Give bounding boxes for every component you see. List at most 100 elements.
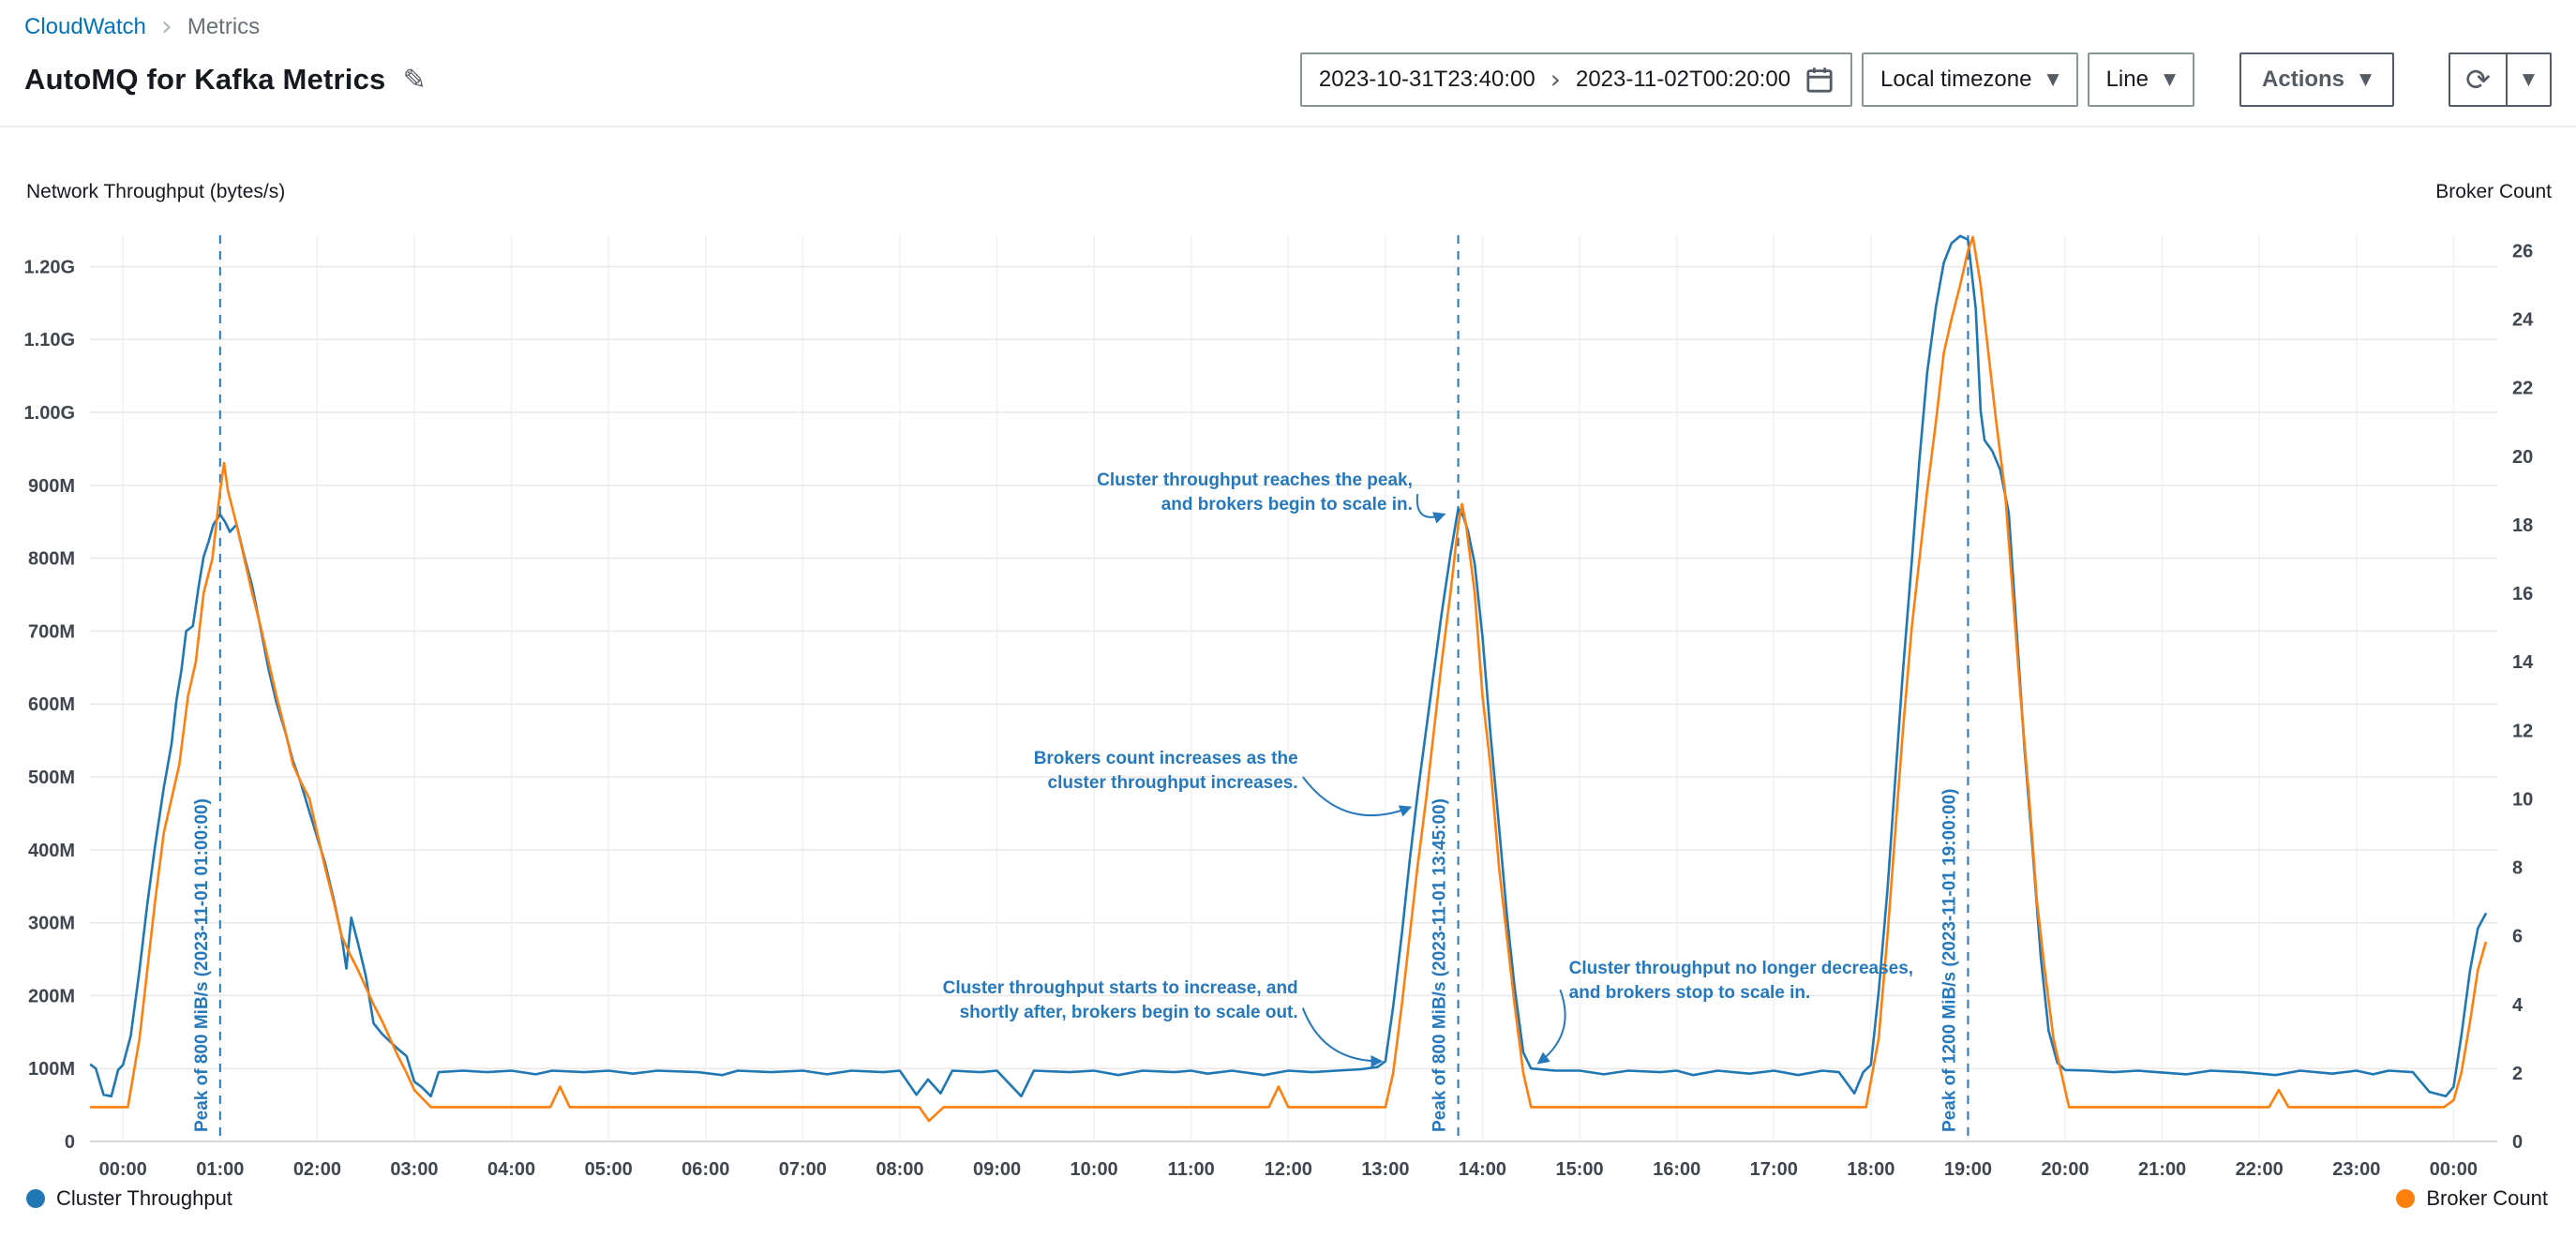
svg-text:800M: 800M (28, 549, 75, 570)
svg-text:19:00: 19:00 (1944, 1159, 1992, 1180)
svg-text:12: 12 (2512, 721, 2533, 741)
svg-text:18: 18 (2512, 515, 2533, 536)
svg-text:10: 10 (2512, 789, 2533, 810)
svg-text:14:00: 14:00 (1459, 1159, 1506, 1180)
svg-text:100M: 100M (28, 1059, 75, 1080)
svg-text:04:00: 04:00 (487, 1159, 535, 1180)
svg-text:09:00: 09:00 (973, 1159, 1021, 1180)
legend-item-cluster-throughput[interactable]: Cluster Throughput (26, 1186, 232, 1211)
svg-text:8: 8 (2512, 858, 2523, 879)
svg-text:15:00: 15:00 (1555, 1159, 1603, 1180)
legend-label-broker-count: Broker Count (2426, 1186, 2548, 1210)
svg-text:12:00: 12:00 (1265, 1159, 1312, 1180)
svg-text:00:00: 00:00 (99, 1159, 147, 1180)
svg-text:16: 16 (2512, 584, 2533, 604)
svg-text:05:00: 05:00 (585, 1159, 633, 1180)
svg-text:1.20G: 1.20G (24, 257, 75, 277)
svg-text:07:00: 07:00 (779, 1159, 827, 1180)
svg-text:10:00: 10:00 (1071, 1159, 1118, 1180)
svg-text:22: 22 (2512, 379, 2533, 399)
svg-text:Brokers count increases as the: Brokers count increases as the (1034, 749, 1298, 768)
breadcrumb-current: Metrics (187, 14, 261, 39)
top-bar: CloudWatch › Metrics AutoMQ for Kafka Me… (0, 0, 2576, 127)
chart-legend: Cluster Throughput Broker Count (26, 1186, 2548, 1211)
legend-dot-broker (2396, 1189, 2416, 1208)
svg-text:17:00: 17:00 (1750, 1159, 1798, 1180)
svg-text:700M: 700M (28, 621, 75, 642)
svg-text:2: 2 (2512, 1064, 2523, 1084)
svg-text:21:00: 21:00 (2138, 1159, 2186, 1180)
svg-text:900M: 900M (28, 476, 75, 497)
svg-text:Peak of 1200 MiB/s (2023-11-01: Peak of 1200 MiB/s (2023-11-01 19:00:00) (1939, 789, 1959, 1133)
chevron-down-icon: ▼ (2522, 70, 2535, 89)
svg-text:02:00: 02:00 (293, 1159, 341, 1180)
chart-type-select[interactable]: Line ▼ (2087, 52, 2195, 107)
svg-text:06:00: 06:00 (681, 1159, 729, 1180)
svg-text:Peak of 800 MiB/s (2023-11-01: Peak of 800 MiB/s (2023-11-01 13:45:00) (1430, 798, 1450, 1132)
edit-title-icon[interactable]: ✎ (402, 63, 427, 97)
svg-text:26: 26 (2512, 241, 2533, 261)
actions-button[interactable]: Actions ▼ (2239, 52, 2395, 107)
left-axis-title: Network Throughput (bytes/s) (26, 181, 286, 202)
svg-text:200M: 200M (28, 986, 75, 1006)
legend-dot-throughput (26, 1189, 45, 1208)
timezone-select-value: Local timezone (1880, 67, 2032, 92)
chevron-down-icon: ▼ (2359, 70, 2373, 89)
svg-text:and brokers begin to scale in.: and brokers begin to scale in. (1161, 495, 1413, 514)
svg-text:cluster throughput increases.: cluster throughput increases. (1048, 773, 1298, 793)
actions-button-label: Actions (2262, 67, 2345, 92)
date-range-separator-icon: › (1550, 64, 1561, 95)
refresh-icon: ⟳ (2465, 62, 2491, 97)
svg-text:16:00: 16:00 (1653, 1159, 1700, 1180)
svg-text:Peak of 800 MiB/s (2023-11-01: Peak of 800 MiB/s (2023-11-01 01:00:00) (192, 798, 212, 1132)
svg-text:23:00: 23:00 (2332, 1159, 2380, 1180)
svg-text:0: 0 (65, 1132, 75, 1153)
date-range-picker[interactable]: 2023-10-31T23:40:00 › 2023-11-02T00:20:0… (1299, 52, 1853, 107)
svg-text:13:00: 13:00 (1361, 1159, 1409, 1180)
svg-text:Cluster throughput starts to i: Cluster throughput starts to increase, a… (943, 978, 1298, 998)
svg-text:shortly after, brokers begin t: shortly after, brokers begin to scale ou… (960, 1003, 1298, 1022)
svg-text:14: 14 (2512, 652, 2534, 673)
svg-text:4: 4 (2512, 995, 2524, 1016)
right-axis-title: Broker Count (2435, 181, 2552, 202)
svg-text:300M: 300M (28, 914, 75, 934)
svg-text:500M: 500M (28, 768, 75, 788)
svg-text:08:00: 08:00 (876, 1159, 923, 1180)
breadcrumb: CloudWatch › Metrics (24, 13, 2552, 41)
refresh-options-button[interactable]: ▼ (2505, 54, 2550, 105)
legend-item-broker-count[interactable]: Broker Count (2396, 1186, 2548, 1211)
svg-text:6: 6 (2512, 927, 2523, 947)
timezone-select[interactable]: Local timezone ▼ (1862, 52, 2078, 107)
svg-text:00:00: 00:00 (2430, 1159, 2478, 1180)
svg-text:Cluster throughput no longer d: Cluster throughput no longer decreases, (1569, 959, 1913, 978)
chart-controls: 2023-10-31T23:40:00 › 2023-11-02T00:20:0… (1299, 52, 2552, 107)
date-to-value: 2023-11-02T00:20:00 (1575, 67, 1791, 92)
svg-text:03:00: 03:00 (390, 1159, 438, 1180)
title-row: AutoMQ for Kafka Metrics ✎ 2023-10-31T23… (24, 52, 2552, 126)
chevron-down-icon: ▼ (2046, 70, 2059, 89)
svg-text:20: 20 (2512, 447, 2533, 468)
legend-label-cluster-throughput: Cluster Throughput (56, 1186, 232, 1210)
title-group: AutoMQ for Kafka Metrics ✎ (24, 63, 427, 97)
refresh-button[interactable]: ⟳ (2450, 54, 2506, 105)
svg-text:1.10G: 1.10G (24, 330, 75, 350)
page-title: AutoMQ for Kafka Metrics (24, 63, 386, 96)
svg-text:400M: 400M (28, 841, 75, 861)
svg-text:1.00G: 1.00G (24, 403, 75, 424)
svg-text:20:00: 20:00 (2041, 1159, 2089, 1180)
svg-text:11:00: 11:00 (1168, 1159, 1215, 1180)
calendar-icon[interactable] (1805, 66, 1834, 94)
refresh-split-button: ⟳ ▼ (2449, 52, 2552, 107)
breadcrumb-cloudwatch-link[interactable]: CloudWatch (24, 14, 146, 39)
breadcrumb-separator-icon: › (160, 10, 172, 43)
svg-text:600M: 600M (28, 694, 75, 715)
date-from-value: 2023-10-31T23:40:00 (1318, 67, 1535, 92)
svg-text:18:00: 18:00 (1847, 1159, 1895, 1180)
svg-text:Cluster throughput reaches the: Cluster throughput reaches the peak, (1097, 470, 1413, 490)
svg-text:22:00: 22:00 (2236, 1159, 2284, 1180)
chevron-down-icon: ▼ (2163, 70, 2177, 89)
svg-text:01:00: 01:00 (196, 1159, 244, 1180)
svg-text:and brokers stop to scale in.: and brokers stop to scale in. (1569, 983, 1811, 1003)
